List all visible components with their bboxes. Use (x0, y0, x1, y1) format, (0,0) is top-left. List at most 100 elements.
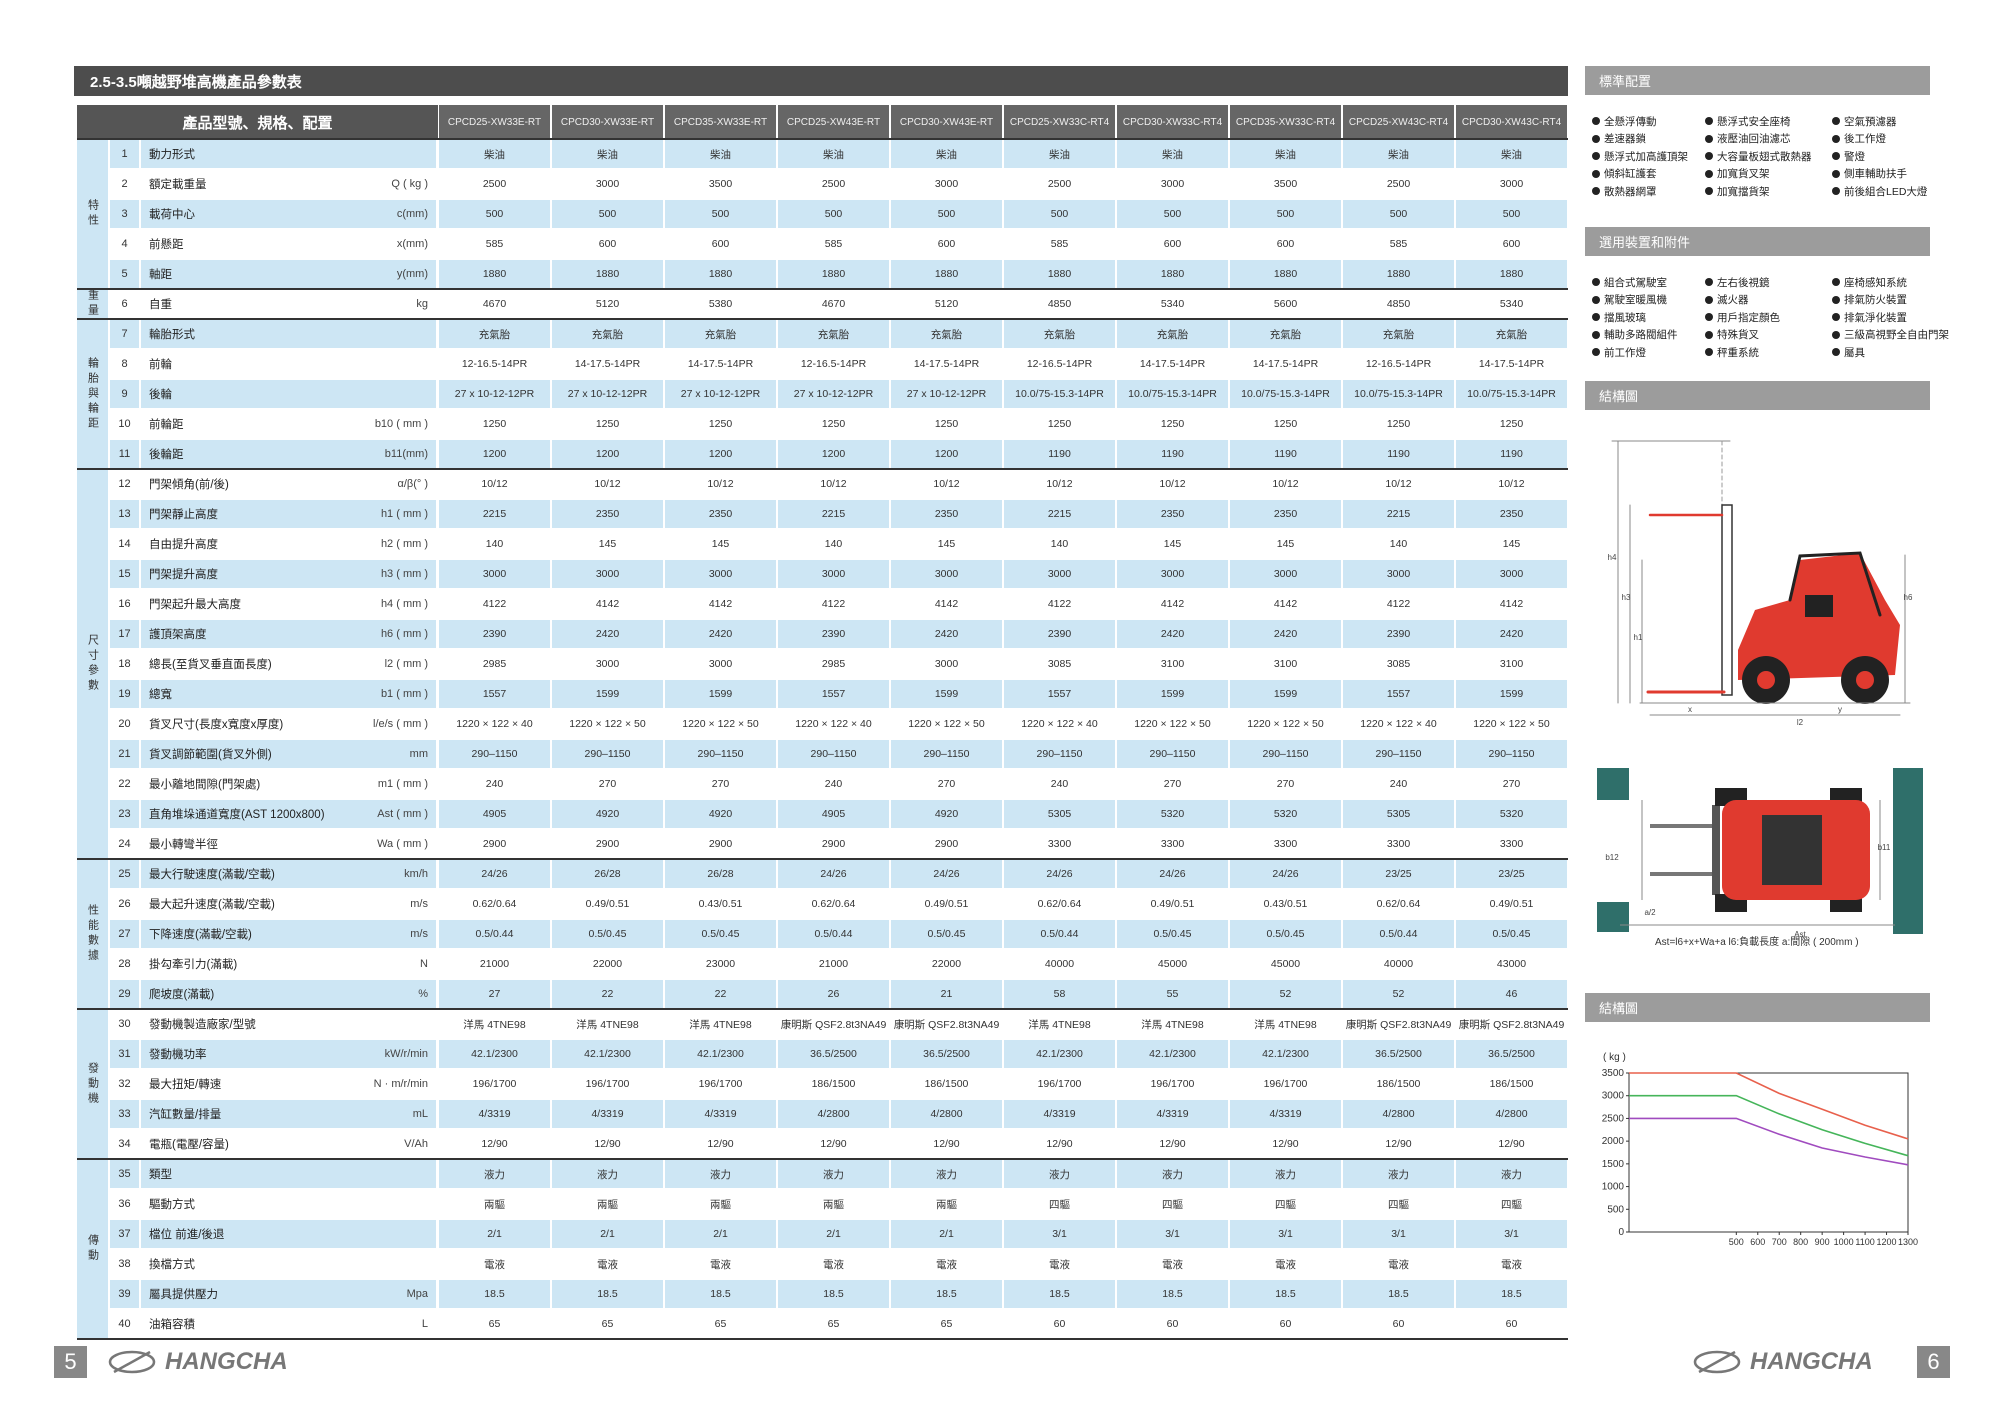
cell-value: 23000 (665, 950, 776, 978)
group-separator (77, 288, 1568, 290)
row-name: 汽缸數量/排量 (141, 1100, 358, 1128)
cell-value: 液力 (665, 1160, 776, 1188)
cell-value: 3000 (552, 560, 663, 588)
cell-value: 4/3319 (1230, 1100, 1341, 1128)
row-name: 油箱容積 (141, 1310, 358, 1338)
diagram-label: h1 (1634, 633, 1643, 642)
section-header: 結構圖 (1585, 993, 1930, 1022)
cell-value: 2500 (1004, 170, 1115, 198)
cell-value: 1599 (1117, 680, 1228, 708)
config-item: 前後組合LED大燈 (1844, 185, 1928, 198)
cell-value: 290–1150 (1456, 740, 1567, 768)
row-number: 12 (110, 470, 139, 498)
cell-value: 65 (439, 1310, 550, 1338)
cell-value: 3/1 (1004, 1220, 1115, 1248)
cell-value: 2900 (665, 830, 776, 858)
cell-value: 270 (552, 770, 663, 798)
cell-value: 42.1/2300 (552, 1040, 663, 1068)
cell-value: 液力 (891, 1160, 1002, 1188)
cell-value: 27 x 10-12-12PR (439, 380, 550, 408)
cell-value: 1250 (1343, 410, 1454, 438)
cell-value: 2/1 (891, 1220, 1002, 1248)
cell-value: 1220 × 122 × 50 (1117, 710, 1228, 738)
bullet (1592, 134, 1600, 143)
cell-value: 500 (891, 200, 1002, 228)
cell-value: 1880 (552, 260, 663, 288)
section-header: 結構圖 (1585, 381, 1930, 410)
diagram-label: h3 (1622, 593, 1631, 602)
cell-value: 270 (891, 770, 1002, 798)
cell-value: 4/2800 (891, 1100, 1002, 1128)
cell-value: 1557 (1004, 680, 1115, 708)
cell-value: 36.5/2500 (1456, 1040, 1567, 1068)
cell-value: 4905 (778, 800, 889, 828)
bullet (1592, 313, 1600, 321)
cell-value: 36.5/2500 (1343, 1040, 1454, 1068)
x-tick-label: 800 (1793, 1237, 1808, 1247)
row-name: 總寬 (141, 680, 358, 708)
cell-value: 1599 (891, 680, 1002, 708)
group-separator (77, 468, 1568, 470)
group-label: 發動機 (77, 1009, 108, 1159)
section-header: 標準配置 (1585, 66, 1930, 95)
cell-value: 22000 (891, 950, 1002, 978)
cell-value: 21000 (778, 950, 889, 978)
model-header: CPCD30-XW33E-RT (552, 105, 663, 139)
cell-value: 10/12 (439, 470, 550, 498)
cell-value: 0.5/0.45 (1230, 920, 1341, 948)
cell-value: 290–1150 (665, 740, 776, 768)
cell-value: 1250 (1456, 410, 1567, 438)
cell-value: 0.5/0.44 (1343, 920, 1454, 948)
cell-value: 4850 (1343, 290, 1454, 318)
bullet (1592, 278, 1600, 286)
bullet (1832, 117, 1840, 125)
row-number: 28 (110, 950, 139, 978)
cell-value: 4142 (665, 590, 776, 618)
cell-value: 電液 (665, 1250, 776, 1278)
row-name: 後輪距 (141, 440, 358, 468)
cell-value: 60 (1230, 1310, 1341, 1338)
row-number: 22 (110, 770, 139, 798)
cell-value: 196/1700 (552, 1070, 663, 1098)
cell-value: 4/3319 (1117, 1100, 1228, 1128)
cell-value: 2420 (1230, 620, 1341, 648)
cell-value: 52 (1343, 980, 1454, 1008)
cell-value: 電液 (1117, 1250, 1228, 1278)
cell-value: 2900 (439, 830, 550, 858)
cell-value: 24/26 (439, 860, 550, 888)
cell-value: 電液 (1004, 1250, 1115, 1278)
cell-value: 2/1 (778, 1220, 889, 1248)
cell-value: 5320 (1117, 800, 1228, 828)
cell-value: 58 (1004, 980, 1115, 1008)
logo-mark (108, 1350, 1741, 1374)
cell-value: 1200 (552, 440, 663, 468)
cell-value: 40000 (1343, 950, 1454, 978)
cell-value: 充氣胎 (1117, 320, 1228, 348)
cell-value: 0.49/0.51 (1117, 890, 1228, 918)
cell-value: 3000 (891, 560, 1002, 588)
cell-value: 四驅 (1456, 1190, 1567, 1218)
cell-value: 42.1/2300 (1230, 1040, 1341, 1068)
bullet (1832, 348, 1840, 356)
cell-value: 24/26 (1004, 860, 1115, 888)
cell-value: 600 (1456, 230, 1567, 258)
cell-value: 12-16.5-14PR (778, 350, 889, 378)
group-separator (77, 1158, 1568, 1160)
row-unit: h4 ( mm ) (358, 590, 436, 618)
cell-value: 充氣胎 (439, 320, 550, 348)
cell-value: 充氣胎 (1456, 320, 1567, 348)
cell-value: 4/3319 (1004, 1100, 1115, 1128)
row-name: 動力形式 (141, 140, 358, 168)
row-number: 3 (110, 200, 139, 228)
cell-value: 0.43/0.51 (1230, 890, 1341, 918)
cell-value: 2985 (439, 650, 550, 678)
cell-value: 0.5/0.45 (552, 920, 663, 948)
config-item: 擋風玻璃 (1604, 311, 1646, 324)
cell-value: 196/1700 (1004, 1070, 1115, 1098)
cell-value: 0.5/0.45 (1117, 920, 1228, 948)
cell-value: 0.5/0.45 (665, 920, 776, 948)
cell-value: 充氣胎 (778, 320, 889, 348)
config-item: 滅火器 (1717, 294, 1749, 306)
cell-value: 2500 (439, 170, 550, 198)
